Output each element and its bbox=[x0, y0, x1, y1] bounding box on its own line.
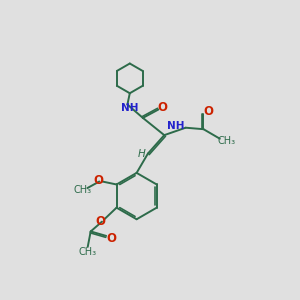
Text: O: O bbox=[203, 105, 213, 118]
Text: CH₃: CH₃ bbox=[79, 247, 97, 257]
Text: O: O bbox=[106, 232, 116, 245]
Text: CH₃: CH₃ bbox=[73, 185, 91, 195]
Text: O: O bbox=[93, 173, 103, 187]
Text: O: O bbox=[157, 101, 167, 114]
Text: NH: NH bbox=[121, 103, 139, 113]
Text: NH: NH bbox=[167, 121, 184, 131]
Text: O: O bbox=[95, 214, 105, 227]
Text: CH₃: CH₃ bbox=[217, 136, 236, 146]
Text: H: H bbox=[137, 148, 145, 159]
